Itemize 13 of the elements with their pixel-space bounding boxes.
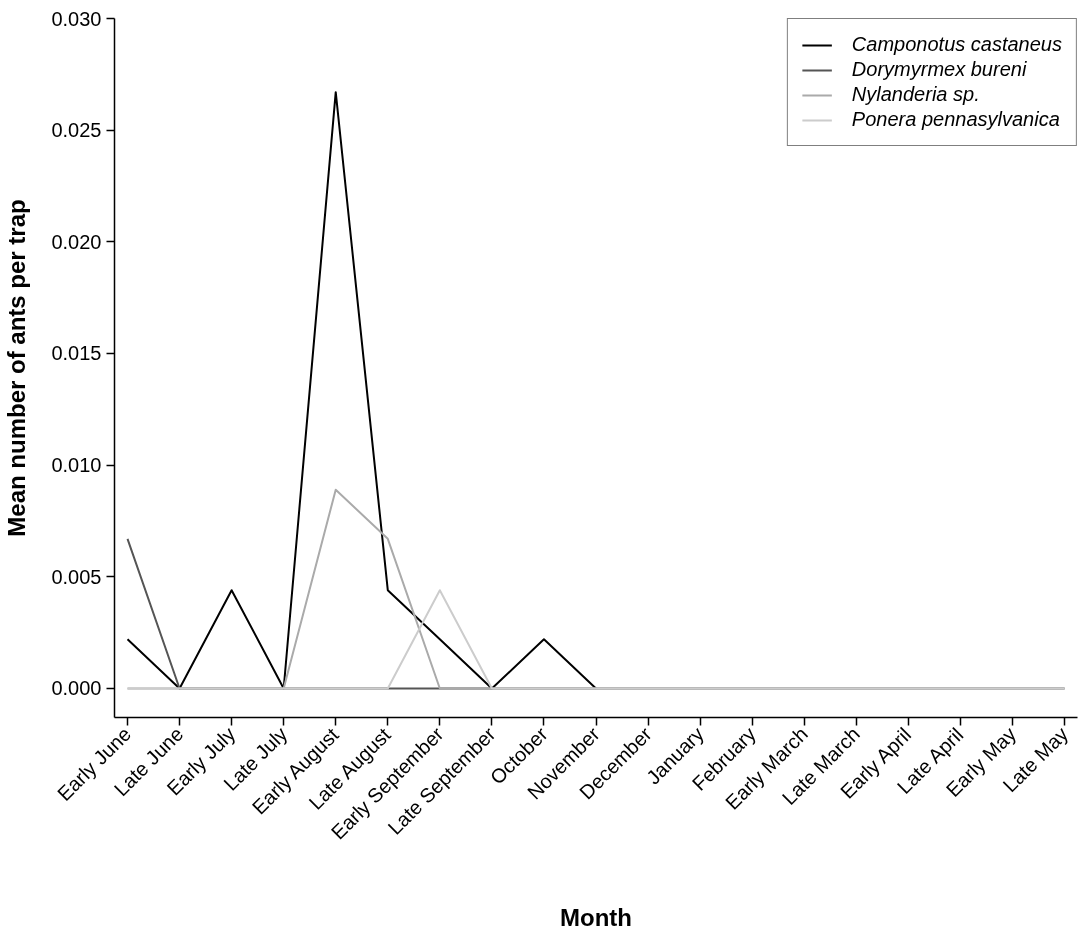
y-tick-label: 0.010: [51, 454, 102, 477]
y-tick-label: 0.000: [51, 677, 102, 700]
y-tick-label: 0.025: [51, 119, 102, 142]
y-tick-label: 0.020: [51, 230, 102, 253]
y-tick-label: 0.030: [51, 7, 102, 30]
legend-label: Nylanderia sp.: [851, 83, 980, 106]
legend-label: Ponera pennasylvanica: [851, 108, 1060, 131]
y-tick-label: 0.005: [51, 565, 102, 588]
y-tick-label: 0.015: [51, 342, 102, 365]
y-axis-title: Mean number of ants per trap: [3, 199, 31, 537]
legend-label: Camponotus castaneus: [851, 33, 1062, 56]
x-axis-title: Month: [560, 904, 632, 932]
legend-label: Dorymyrmex bureni: [851, 58, 1027, 81]
